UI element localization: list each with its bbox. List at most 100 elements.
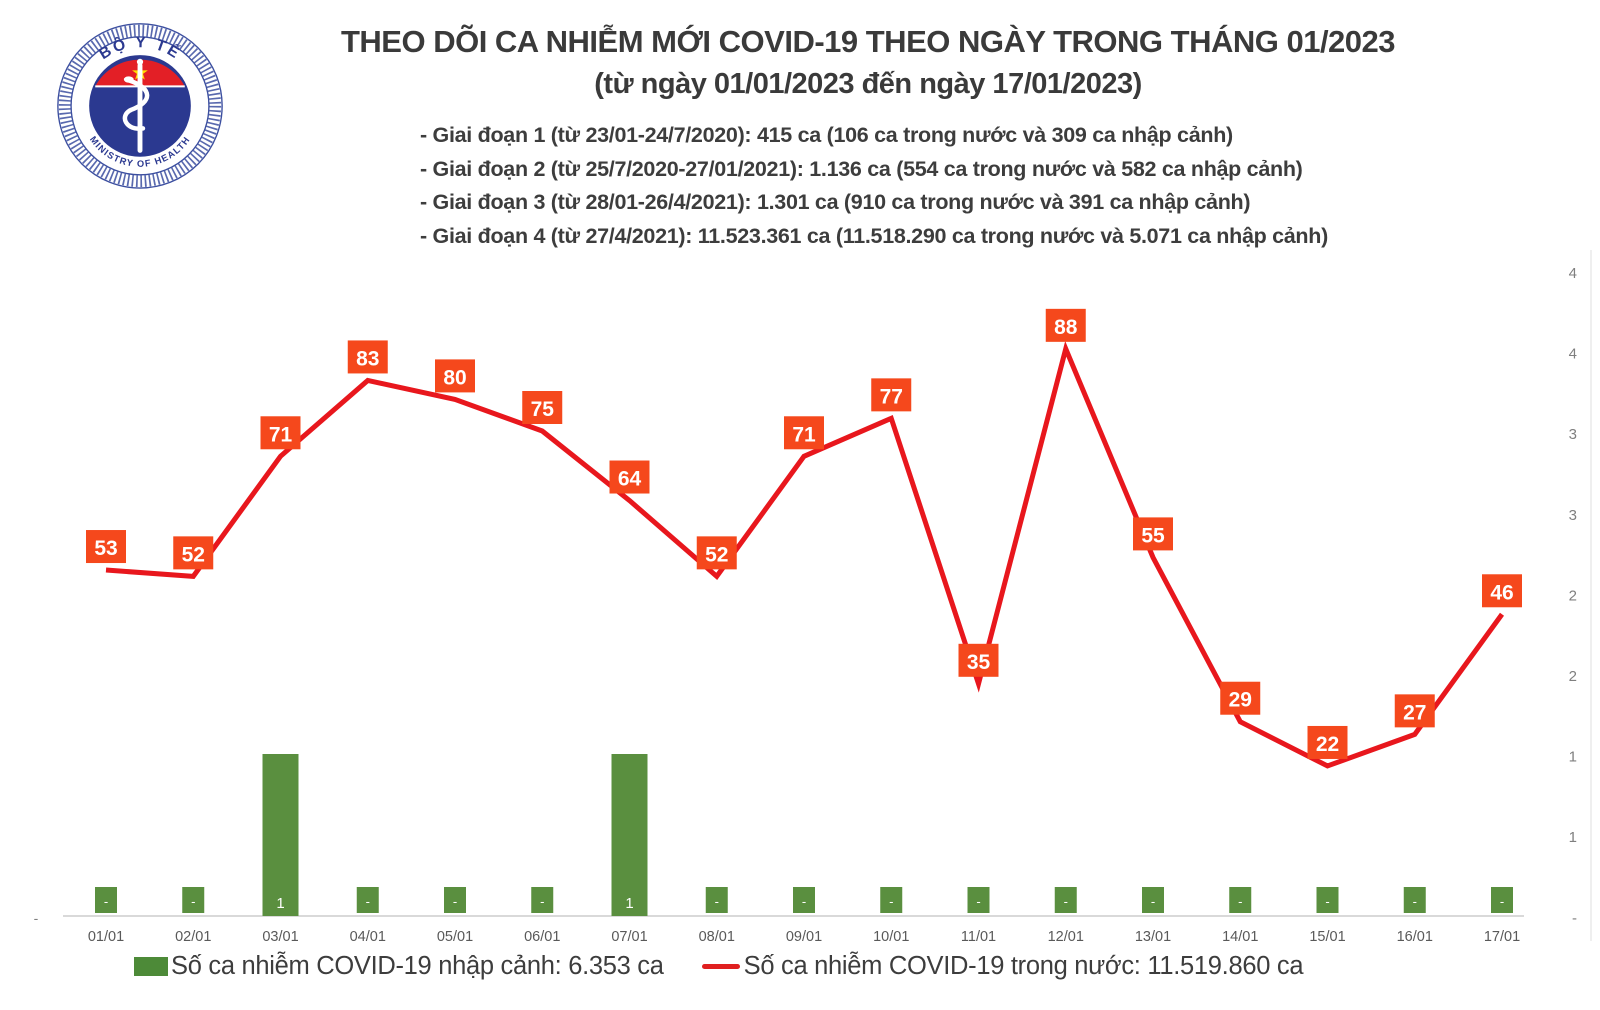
phase-2-line: - Giai đoạn 2 (từ 25/7/2020-27/01/2021):… (420, 156, 1303, 181)
bar-label: - (1500, 894, 1504, 909)
point-label-box-05/01 (435, 359, 475, 393)
legend-line-swatch (701, 964, 740, 969)
logo-hatched-ring (58, 24, 222, 188)
ministry-of-health-logo: ★ BỘ Y TẾ MINISTRY OF HEALTH (57, 23, 223, 189)
x-tick-label: 11/01 (961, 929, 996, 945)
bar-03/01 (262, 754, 299, 916)
logo-inner-ring (70, 36, 210, 176)
x-tick-label: 02/01 (175, 929, 211, 945)
bar-label: - (1413, 894, 1417, 909)
legend-bar-swatch (134, 957, 168, 976)
point-label-box-04/01 (347, 340, 388, 374)
point-label-box-12/01 (1045, 308, 1086, 342)
right-axis-label: 2 (1569, 668, 1577, 685)
bar-stub-15/01 (1316, 887, 1339, 913)
legend-item-domestic: Số ca nhiễm COVID-19 trong nước: 11.519.… (701, 952, 1304, 981)
snake-head (123, 76, 134, 83)
point-label: 22 (1316, 733, 1339, 756)
right-axis-label: - (1572, 910, 1577, 927)
left-axis-zero-label: - (34, 910, 39, 926)
bar-stub-09/01 (793, 887, 815, 913)
point-label: 71 (269, 423, 293, 446)
bar-stub-17/01 (1491, 887, 1513, 913)
chart-subtitle: (từ ngày 01/01/2023 đến ngày 17/01/2023) (594, 68, 1142, 100)
x-tick-label: 17/01 (1484, 929, 1520, 945)
bar-label: - (715, 894, 719, 909)
right-axis-label: 4 (1569, 346, 1577, 363)
right-axis-label: 1 (1569, 749, 1577, 766)
point-label-box-01/01 (86, 530, 126, 564)
right-axis-label: 3 (1569, 507, 1577, 524)
right-axis-label: 3 (1569, 426, 1577, 443)
phase-annotations: - Giai đoạn 1 (từ 23/01-24/7/2020): 415 … (420, 119, 1328, 253)
bar-label: - (976, 894, 980, 909)
point-label: 64 (618, 468, 642, 491)
chart-title: THEO DÕI CA NHIỄM MỚI COVID-19 THEO NGÀY… (340, 24, 1396, 59)
bar-label: - (1238, 894, 1242, 909)
bar-label: 1 (276, 895, 284, 912)
x-tick-label: 10/01 (873, 929, 909, 945)
point-label: 83 (356, 347, 379, 370)
point-label: 35 (967, 651, 991, 674)
bar-stub-10/01 (880, 887, 903, 913)
point-label: 52 (705, 543, 728, 566)
x-tick-label: 06/01 (524, 929, 560, 945)
bar-label: - (1151, 894, 1155, 909)
point-label: 80 (443, 366, 466, 389)
point-label: 46 (1490, 581, 1513, 604)
x-tick-label: 09/01 (786, 929, 822, 945)
bar-label: - (104, 894, 108, 909)
bar-label: 1 (625, 895, 633, 912)
bar-label: - (1064, 894, 1068, 909)
point-label-box-10/01 (871, 378, 912, 412)
point-label: 88 (1054, 316, 1078, 339)
x-tick-label: 08/01 (699, 929, 735, 945)
x-tick-label: 07/01 (611, 929, 647, 945)
x-tick-label: 14/01 (1222, 929, 1258, 945)
point-label-box-15/01 (1307, 725, 1348, 759)
point-label-box-17/01 (1482, 574, 1522, 608)
x-tick-label: 12/01 (1048, 929, 1084, 945)
point-label-box-07/01 (609, 460, 650, 494)
x-tick-label: 01/01 (88, 929, 124, 945)
legend-domestic-label: Số ca nhiễm COVID-19 trong nước: 11.519.… (743, 952, 1304, 980)
point-label: 77 (880, 385, 903, 408)
point-label-box-03/01 (260, 416, 301, 450)
bar-stub-11/01 (967, 887, 990, 913)
bar-07/01 (611, 754, 648, 916)
point-label: 52 (182, 543, 205, 566)
legend-imported-label: Số ca nhiễm COVID-19 nhập cảnh: 6.353 ca (171, 952, 664, 980)
point-label-box-16/01 (1394, 694, 1435, 728)
logo-outer-ring (57, 23, 223, 189)
phase-1-line: - Giai đoạn 1 (từ 23/01-24/7/2020): 415 … (420, 123, 1233, 147)
point-label-box-09/01 (784, 416, 824, 450)
bar-stub-01/01 (95, 887, 117, 913)
bar-stub-16/01 (1403, 887, 1426, 913)
point-label-box-11/01 (958, 643, 999, 677)
x-tick-label: 15/01 (1309, 929, 1345, 945)
x-tick-label: 05/01 (437, 929, 473, 945)
bar-label: - (540, 894, 544, 909)
bar-label: - (453, 894, 457, 909)
bar-stub-06/01 (531, 887, 554, 913)
bar-stub-14/01 (1229, 887, 1252, 913)
point-label: 27 (1403, 701, 1426, 724)
bar-stub-08/01 (705, 887, 728, 913)
x-tick-label: 04/01 (350, 929, 386, 945)
point-label: 75 (531, 398, 555, 421)
bar-label: - (802, 894, 806, 909)
point-label: 53 (94, 537, 117, 560)
bar-stub-05/01 (444, 887, 466, 913)
bar-stub-13/01 (1142, 887, 1164, 913)
chart-legend: Số ca nhiễm COVID-19 nhập cảnh: 6.353 ca… (134, 952, 1304, 981)
right-axis-label: 4 (1569, 265, 1577, 282)
point-label: 55 (1141, 524, 1165, 547)
phase-3-line: - Giai đoạn 3 (từ 28/01-26/4/2021): 1.30… (420, 190, 1251, 214)
point-label-box-02/01 (173, 536, 214, 570)
point-label-box-08/01 (696, 536, 737, 570)
bar-label: - (191, 894, 195, 909)
snake-icon (122, 78, 150, 131)
x-tick-label: 16/01 (1397, 929, 1433, 945)
domestic-cases-line (105, 341, 1505, 769)
